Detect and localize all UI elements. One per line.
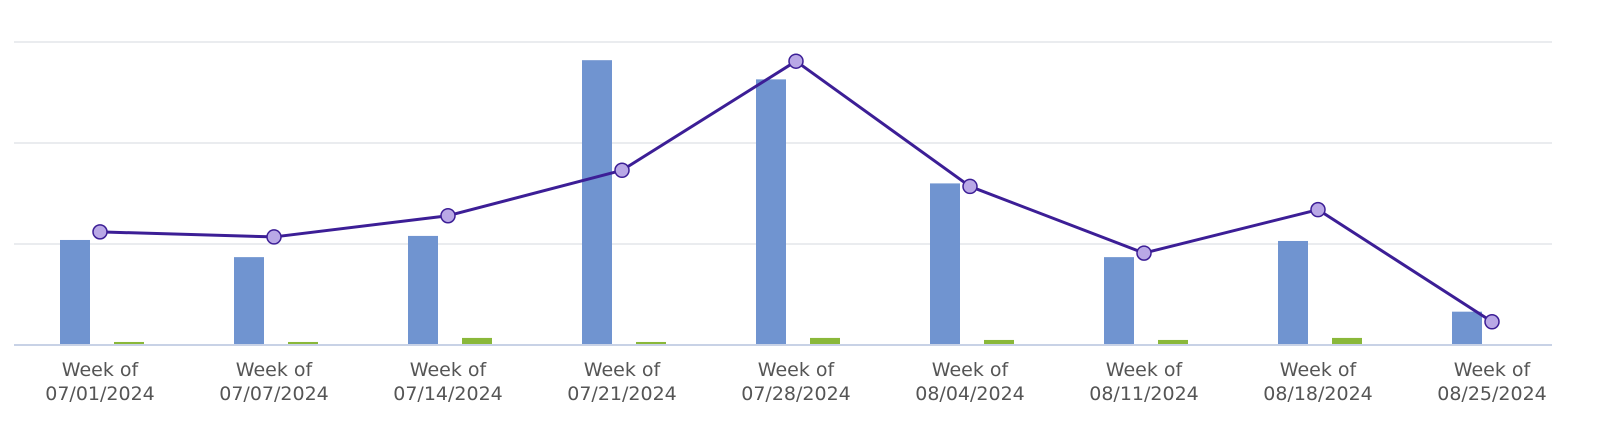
x-tick-label-3: Week of 07/21/2024	[567, 359, 677, 405]
x-tick-label-5-line-1: 08/04/2024	[915, 383, 1025, 405]
x-tick-label-2: Week of 07/14/2024	[393, 359, 503, 405]
bar-green-7	[1332, 337, 1362, 345]
bar-blue-4	[756, 79, 786, 346]
bar-blue-2	[408, 235, 438, 345]
x-tick-label-8-line-1: 08/25/2024	[1437, 383, 1547, 405]
bar-green-1	[288, 341, 318, 345]
x-tick-label-3-line-0: Week of	[584, 359, 662, 381]
x-tick-label-2-line-0: Week of	[410, 359, 488, 381]
line-point-0	[92, 224, 108, 240]
line-point-6	[1136, 245, 1152, 261]
bar-green-5	[984, 339, 1014, 345]
x-tick-label-6-line-1: 08/11/2024	[1089, 383, 1199, 405]
x-tick-label-7: Week of 08/18/2024	[1263, 359, 1373, 405]
line-point-7	[1310, 201, 1326, 218]
line-point-8	[1484, 314, 1500, 330]
bar-green-4	[810, 337, 840, 345]
x-tick-label-4: Week of 07/28/2024	[741, 359, 851, 405]
x-tick-label-8: Week of 08/25/2024	[1437, 359, 1547, 405]
line-point-3	[614, 162, 630, 179]
line-point-4	[788, 53, 804, 69]
bar-blue-3	[582, 60, 612, 346]
x-tick-label-1: Week of 07/07/2024	[219, 359, 329, 405]
line-point-1	[266, 229, 282, 245]
x-tick-label-0-line-0: Week of	[62, 359, 140, 381]
x-tick-label-7-line-1: 08/18/2024	[1263, 383, 1373, 405]
bars	[60, 60, 1482, 346]
x-tick-label-6-line-0: Week of	[1106, 359, 1184, 381]
x-tick-label-0-line-1: 07/01/2024	[45, 383, 155, 405]
x-tick-label-5-line-0: Week of	[932, 359, 1010, 381]
x-tick-label-7-line-0: Week of	[1280, 359, 1358, 381]
bar-blue-5	[930, 183, 960, 345]
x-tick-label-8-line-0: Week of	[1454, 359, 1532, 381]
x-tick-label-6: Week of 08/11/2024	[1089, 359, 1199, 405]
x-tick-label-4-line-0: Week of	[758, 359, 836, 381]
bar-blue-6	[1104, 257, 1134, 345]
bar-blue-7	[1278, 240, 1308, 345]
line-point-2	[440, 207, 456, 224]
bar-green-3	[636, 341, 666, 345]
bar-blue-0	[60, 239, 90, 345]
x-tick-label-3-line-1: 07/21/2024	[567, 383, 677, 405]
x-tick-label-0: Week of 07/01/2024	[45, 359, 155, 405]
x-tick-label-4-line-1: 07/28/2024	[741, 383, 851, 405]
bar-blue-1	[234, 257, 264, 345]
line-point-5	[962, 178, 978, 195]
x-tick-label-5: Week of 08/04/2024	[915, 359, 1025, 405]
x-tick-label-2-line-1: 07/14/2024	[393, 383, 503, 405]
bar-blue-8	[1452, 311, 1482, 345]
x-tick-label-1-line-1: 07/07/2024	[219, 383, 329, 405]
line-markers	[92, 53, 1500, 330]
bar-green-6	[1158, 339, 1188, 345]
bar-green-0	[114, 341, 144, 345]
x-tick-label-1-line-0: Week of	[236, 359, 314, 381]
bar-green-2	[462, 337, 492, 345]
